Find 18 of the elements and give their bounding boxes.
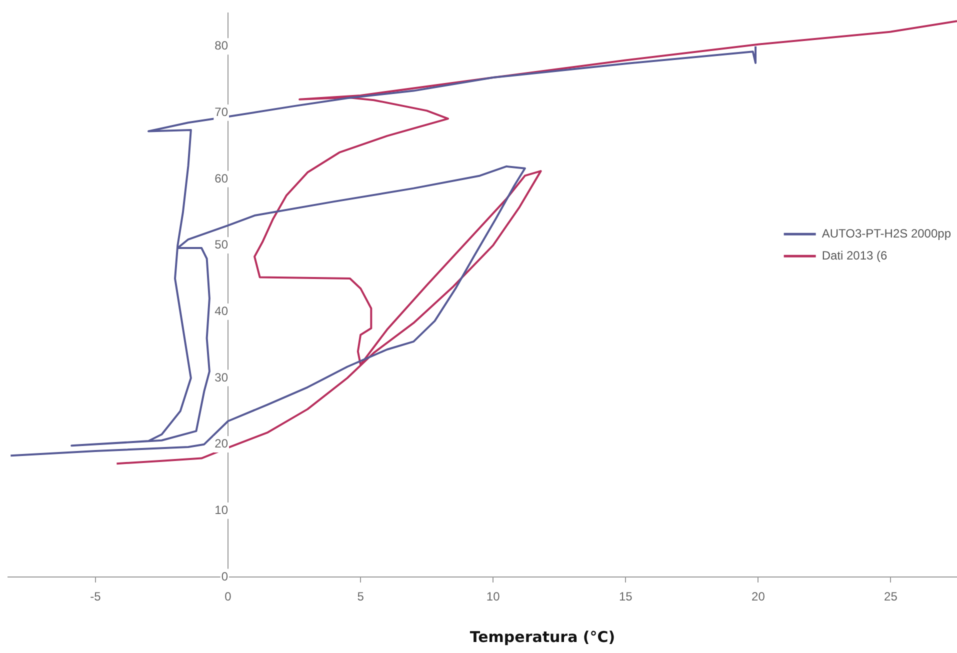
y-tick-label: 10 xyxy=(214,502,228,517)
y-tick-label: 40 xyxy=(214,304,228,318)
y-tick-label: 30 xyxy=(214,370,228,384)
y-tick-label: 50 xyxy=(214,238,228,252)
x-tick-label: -5 xyxy=(90,590,102,604)
x-tick-label: 5 xyxy=(357,590,364,604)
y-tick-label: 80 xyxy=(214,38,228,53)
x-axis-title: Temperatura (°C) xyxy=(470,628,616,646)
y-tick-label: 60 xyxy=(214,171,228,186)
legend-label: Dati 2013 (6 xyxy=(822,248,888,262)
legend-label: AUTO3-PT-H2S 2000pp xyxy=(822,226,952,240)
x-tick-label: 15 xyxy=(618,590,633,604)
x-tick-label: 10 xyxy=(486,590,500,604)
x-tick-label: 25 xyxy=(884,590,898,604)
y-tick-label: 20 xyxy=(214,436,228,451)
y-tick-label: 70 xyxy=(214,105,228,120)
x-tick-label: 20 xyxy=(752,590,766,604)
y-tick-label: 0 xyxy=(221,569,228,584)
